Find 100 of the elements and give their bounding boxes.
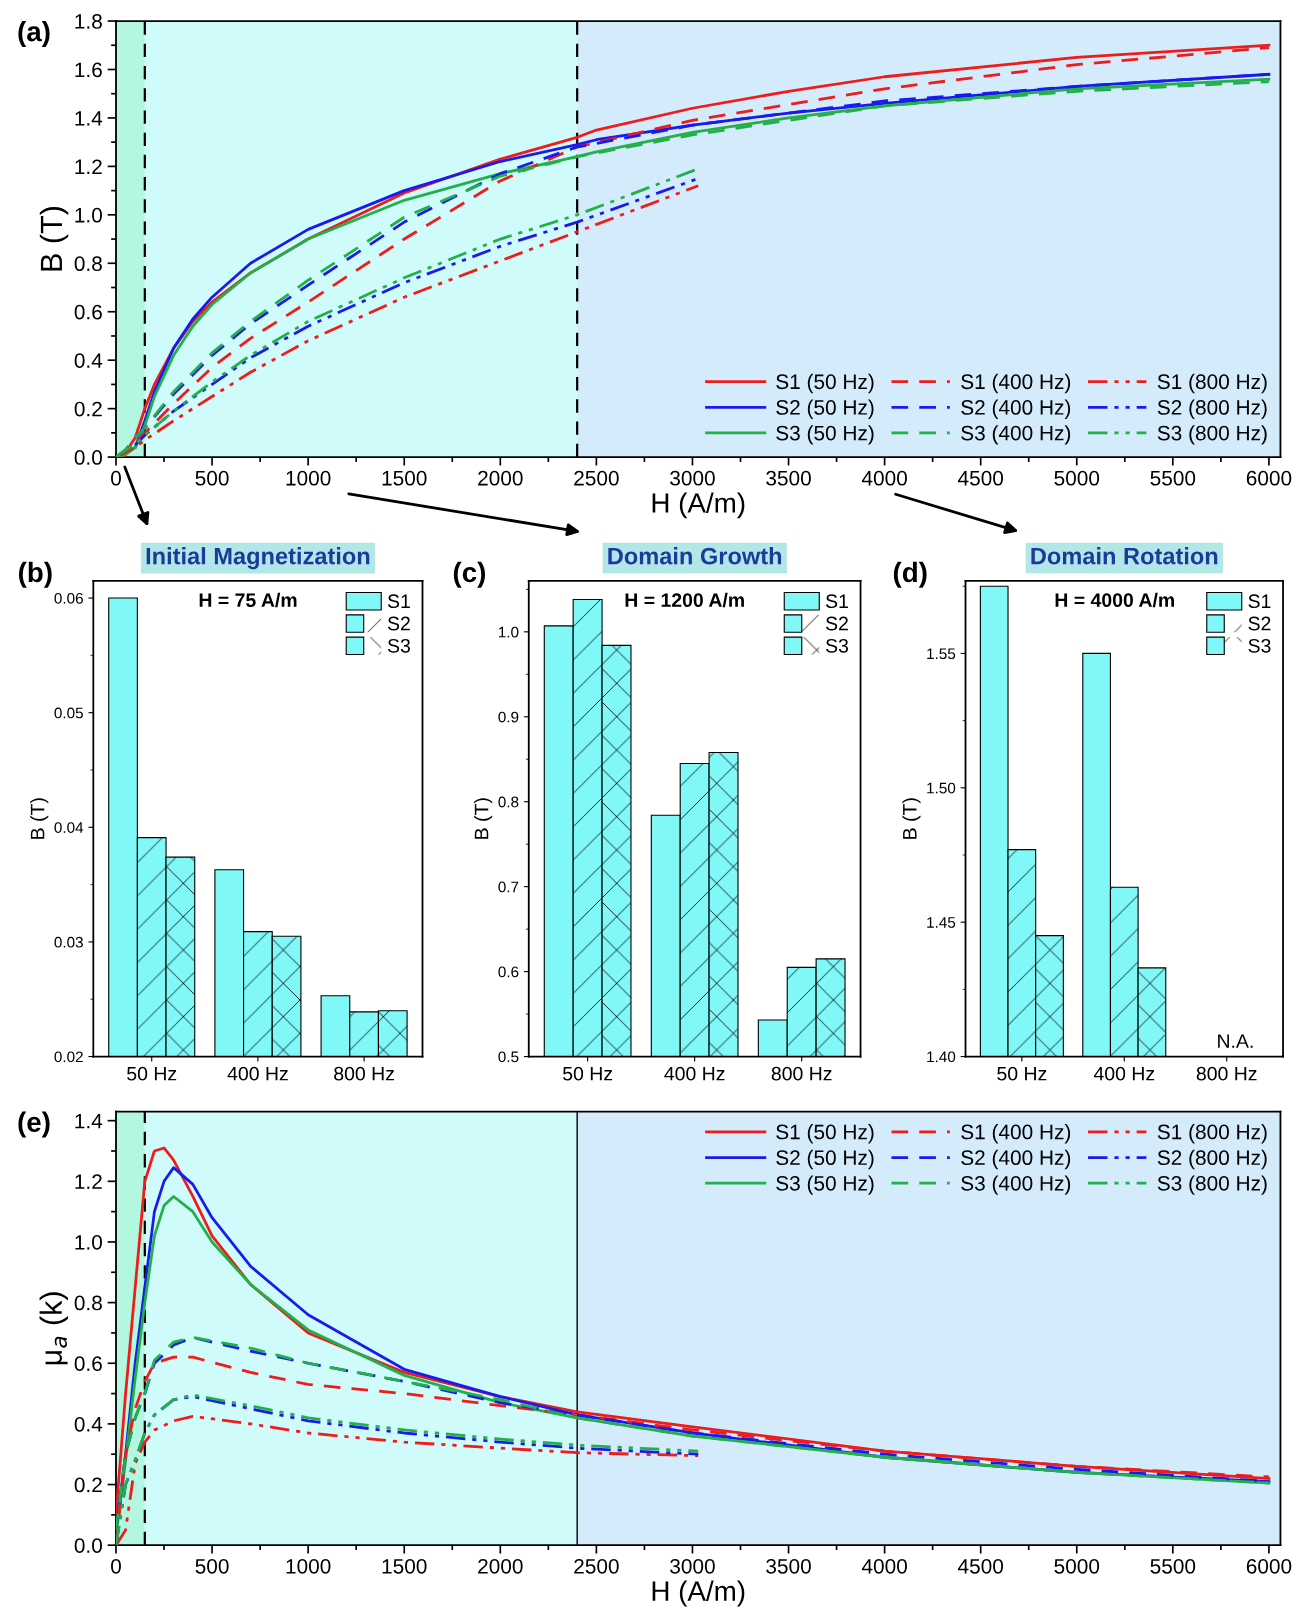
annotation: H = 1200 A/m — [625, 592, 744, 608]
y-tick-label: 0.2 — [74, 401, 102, 417]
chart-title: Initial Magnetization — [146, 547, 370, 570]
y-tick-label: 0.8 — [74, 1295, 102, 1311]
y-tick-label: 0.6 — [74, 304, 102, 320]
legend-label: S3 (800 Hz) — [1157, 425, 1267, 445]
y-tick-label: 1.6 — [75, 62, 102, 78]
y-tick-label: 0.8 — [74, 256, 102, 272]
y-tick-label: 0.03 — [54, 936, 83, 948]
y-axis-title: B (T) — [902, 798, 921, 839]
y-tick-label: 1.2 — [75, 159, 102, 174]
y-tick-label: 1.2 — [75, 1174, 102, 1189]
y-tick-label: 0.8 — [498, 796, 519, 808]
legend-label: S2 — [825, 616, 848, 631]
x-tick-label: 400 Hz — [664, 1066, 725, 1081]
x-tick-label: 3000 — [670, 1558, 715, 1574]
y-tick-label: 1.0 — [75, 1234, 102, 1250]
legend-label: S2 (800 Hz) — [1157, 1149, 1267, 1170]
y-tick-label: 1.8 — [75, 14, 102, 29]
y-tick-label: 0.04 — [54, 822, 84, 833]
legend-label: S1 — [387, 594, 410, 609]
x-tick-label: 800 Hz — [334, 1066, 394, 1081]
x-axis-title: H (A/m) — [652, 1580, 745, 1607]
chart-title: Domain Rotation — [1031, 547, 1218, 565]
legend-label: S2 (50 Hz) — [776, 1149, 874, 1170]
legend-label: S2 (400 Hz) — [961, 1149, 1071, 1170]
annotation: H = 75 A/m — [199, 592, 297, 608]
y-tick-label: 0.6 — [498, 966, 519, 978]
y-axis-title: B (T) — [39, 207, 69, 271]
annotation: H = 4000 A/m — [1055, 592, 1174, 608]
y-tick-label: 1.4 — [75, 1113, 103, 1129]
text: (e) — [18, 1111, 50, 1138]
y-tick-label: 0.06 — [54, 592, 83, 604]
legend-label: S1 (800 Hz) — [1157, 373, 1267, 394]
y-tick-label: 1.45 — [927, 917, 956, 928]
legend-label: S2 — [387, 616, 410, 631]
x-tick-label: 50 Hz — [127, 1066, 177, 1081]
legend-label: S3 — [825, 638, 849, 653]
legend-label: S1 (400 Hz) — [961, 1124, 1071, 1144]
y-axis-title: μ$_{a}$ (k) — [39, 1292, 69, 1365]
x-tick-label: 2500 — [574, 470, 619, 486]
legend-label: S1 — [1248, 594, 1271, 609]
legend-label: S1 (800 Hz) — [1157, 1124, 1267, 1144]
x-tick-label: 1500 — [382, 1558, 427, 1574]
text: (d) — [893, 561, 927, 588]
legend-label: S3 — [387, 638, 410, 653]
y-tick-label: 1.0 — [75, 207, 102, 223]
x-tick-label: 2000 — [478, 1558, 523, 1574]
x-tick-label: 5000 — [1054, 1558, 1100, 1574]
x-tick-label: 3500 — [766, 1558, 811, 1574]
y-tick-label: 0.4 — [74, 1416, 103, 1432]
x-tick-label: 5000 — [1054, 470, 1100, 486]
legend-label: S3 (400 Hz) — [961, 1175, 1071, 1195]
x-tick-label: 1000 — [286, 1558, 331, 1574]
y-tick-label: 1.40 — [927, 1051, 956, 1063]
x-tick-label: 4000 — [861, 1558, 907, 1574]
y-tick-label: 0.0 — [74, 450, 102, 465]
y-tick-label: 1.0 — [498, 626, 519, 638]
y-tick-label: 0.05 — [54, 707, 83, 719]
x-axis-title: H (A/m) — [652, 492, 745, 519]
x-tick-label: 1500 — [382, 470, 427, 486]
x-tick-label: 5500 — [1150, 1558, 1196, 1574]
x-tick-label: 2000 — [478, 470, 523, 486]
x-tick-label: 2500 — [574, 1558, 619, 1574]
x-tick-label: 6000 — [1246, 1558, 1292, 1574]
legend-label: S2 — [1248, 616, 1271, 631]
y-tick-label: 0.0 — [74, 1538, 102, 1553]
x-tick-label: 50 Hz — [997, 1066, 1047, 1081]
legend-label: S1 (50 Hz) — [776, 1124, 874, 1144]
x-tick-label: 800 Hz — [771, 1066, 832, 1081]
legend-label: S1 (50 Hz) — [776, 373, 874, 394]
y-tick-label: 0.5 — [498, 1051, 519, 1063]
y-tick-label: 1.55 — [927, 648, 956, 660]
y-tick-label: 0.02 — [54, 1051, 83, 1063]
x-tick-label: 4500 — [957, 1558, 1004, 1574]
x-tick-label: 500 — [195, 1558, 229, 1574]
chart-title: Domain Growth — [608, 547, 782, 565]
legend-label: S3 (50 Hz) — [776, 1175, 874, 1195]
text: (b) — [18, 561, 52, 588]
y-tick-label: 0.2 — [74, 1477, 102, 1493]
text: (c) — [453, 561, 486, 588]
x-tick-label: 0 — [111, 470, 121, 486]
x-tick-label: 0 — [111, 1558, 121, 1574]
y-tick-label: 1.50 — [927, 782, 956, 794]
legend-label: S2 (400 Hz) — [961, 399, 1071, 419]
y-tick-label: 0.6 — [74, 1356, 102, 1371]
y-axis-title: B (T) — [474, 798, 493, 839]
x-tick-label: 5500 — [1150, 470, 1196, 486]
x-tick-label: 400 Hz — [227, 1066, 288, 1081]
legend-label: S1 — [825, 594, 848, 609]
legend-label: S3 (400 Hz) — [961, 425, 1071, 445]
x-tick-label: 1000 — [286, 470, 331, 486]
y-tick-label: 0.7 — [498, 881, 519, 893]
annotation: N.A. — [1218, 1034, 1253, 1048]
legend-label: S3 (800 Hz) — [1157, 1175, 1267, 1195]
x-tick-label: 6000 — [1246, 470, 1292, 486]
x-tick-label: 50 Hz — [563, 1066, 613, 1081]
x-tick-label: 800 Hz — [1196, 1066, 1257, 1081]
legend-label: S1 (400 Hz) — [961, 373, 1071, 394]
legend-label: S2 (800 Hz) — [1157, 399, 1267, 419]
